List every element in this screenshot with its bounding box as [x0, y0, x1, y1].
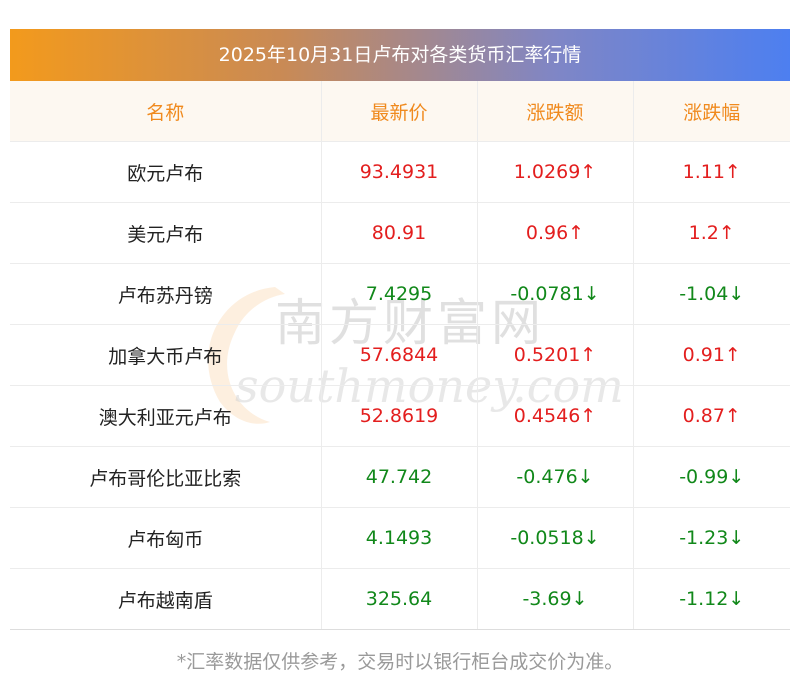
header-pct: 涨跌幅	[633, 81, 790, 142]
change-percent: 1.11↑	[633, 141, 790, 203]
rate-card: 2025年10月31日卢布对各类货币汇率行情 名称 最新价 涨跌额 涨跌幅 欧元…	[10, 29, 790, 630]
currency-name: 美元卢布	[10, 202, 322, 264]
currency-name: 卢布哥伦比亚比索	[10, 446, 322, 508]
header-row: 名称 最新价 涨跌额 涨跌幅	[10, 81, 790, 142]
table-row: 加拿大币卢布 57.6844 0.5201↑ 0.91↑	[10, 324, 790, 386]
change-amount: 1.0269↑	[477, 141, 634, 203]
latest-price: 80.91	[321, 202, 478, 264]
change-percent: -1.12↓	[633, 568, 790, 630]
table-row: 澳大利亚元卢布 52.8619 0.4546↑ 0.87↑	[10, 385, 790, 447]
currency-name: 卢布匈币	[10, 507, 322, 569]
table-title: 2025年10月31日卢布对各类货币汇率行情	[10, 29, 790, 81]
change-percent: 0.91↑	[633, 324, 790, 386]
disclaimer-note: *汇率数据仅供参考，交易时以银行柜台成交价为准。	[176, 651, 624, 673]
change-percent: -1.23↓	[633, 507, 790, 569]
latest-price: 57.6844	[321, 324, 478, 386]
change-amount: 0.5201↑	[477, 324, 634, 386]
currency-name: 卢布越南盾	[10, 568, 322, 630]
change-amount: 0.96↑	[477, 202, 634, 264]
latest-price: 93.4931	[321, 141, 478, 203]
currency-name: 加拿大币卢布	[10, 324, 322, 386]
header-price: 最新价	[321, 81, 478, 142]
currency-name: 澳大利亚元卢布	[10, 385, 322, 447]
latest-price: 4.1493	[321, 507, 478, 569]
change-amount: -0.0781↓	[477, 263, 634, 325]
change-percent: -1.04↓	[633, 263, 790, 325]
currency-name: 欧元卢布	[10, 141, 322, 203]
change-percent: 1.2↑	[633, 202, 790, 264]
table-row: 卢布苏丹镑 7.4295 -0.0781↓ -1.04↓	[10, 263, 790, 325]
latest-price: 7.4295	[321, 263, 478, 325]
change-amount: -3.69↓	[477, 568, 634, 630]
table-row: 卢布匈币 4.1493 -0.0518↓ -1.23↓	[10, 507, 790, 569]
latest-price: 47.742	[321, 446, 478, 508]
change-percent: 0.87↑	[633, 385, 790, 447]
change-percent: -0.99↓	[633, 446, 790, 508]
change-amount: -0.476↓	[477, 446, 634, 508]
table-row: 欧元卢布 93.4931 1.0269↑ 1.11↑	[10, 141, 790, 203]
table-row: 卢布哥伦比亚比索 47.742 -0.476↓ -0.99↓	[10, 446, 790, 508]
change-amount: -0.0518↓	[477, 507, 634, 569]
table-row: 卢布越南盾 325.64 -3.69↓ -1.12↓	[10, 568, 790, 630]
change-amount: 0.4546↑	[477, 385, 634, 447]
currency-name: 卢布苏丹镑	[10, 263, 322, 325]
header-name: 名称	[10, 81, 322, 142]
header-change: 涨跌额	[477, 81, 634, 142]
rate-table: 名称 最新价 涨跌额 涨跌幅 欧元卢布 93.4931 1.0269↑ 1.11…	[10, 81, 790, 630]
latest-price: 325.64	[321, 568, 478, 630]
table-row: 美元卢布 80.91 0.96↑ 1.2↑	[10, 202, 790, 264]
latest-price: 52.8619	[321, 385, 478, 447]
